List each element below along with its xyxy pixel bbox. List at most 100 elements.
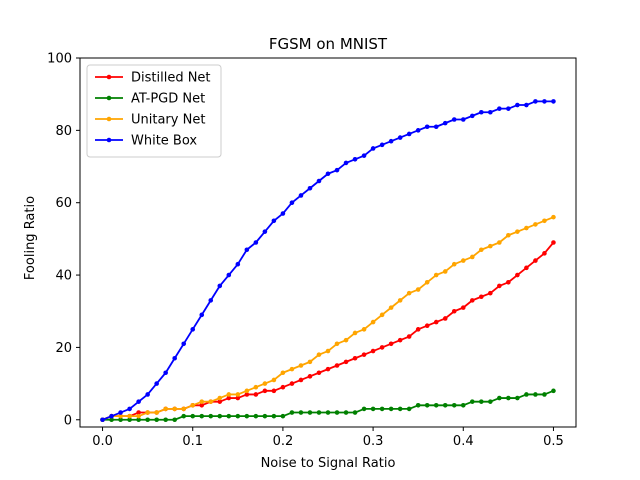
data-point (109, 413, 114, 419)
data-point (145, 392, 150, 397)
data-point (316, 178, 322, 184)
data-point (515, 229, 520, 234)
data-point (424, 279, 430, 285)
data-point (424, 124, 430, 130)
data-point (524, 225, 529, 231)
data-point (199, 312, 205, 318)
data-point (244, 388, 250, 394)
data-point (497, 240, 502, 245)
data-point (506, 279, 511, 285)
data-point (118, 410, 123, 415)
data-point (433, 402, 439, 408)
x-axis-label: Noise to Signal Ratio (261, 456, 396, 471)
data-point (551, 99, 556, 104)
data-point (163, 370, 168, 376)
data-point (235, 413, 241, 419)
data-point (451, 308, 457, 314)
legend: Distilled Net AT-PGD Net Unitary Net White … (86, 64, 222, 158)
legend-marker (106, 95, 112, 101)
legend-item: Distilled Net (95, 71, 211, 86)
y-axis-label: Fooling Ratio (23, 196, 38, 280)
axes: 0.0 0.1 0.2 0.3 0.4 0.5 0 20 40 60 80 100 (47, 52, 577, 449)
data-point (235, 261, 241, 267)
data-point (226, 395, 232, 401)
data-point (217, 283, 223, 289)
data-point (551, 214, 556, 220)
data-point (533, 392, 538, 397)
data-point (388, 341, 394, 347)
data-point (343, 359, 349, 365)
data-point (217, 395, 223, 401)
data-point (190, 327, 196, 332)
data-point (406, 290, 412, 296)
y-tick-label: 40 (55, 269, 72, 284)
data-point (361, 352, 367, 357)
data-point (172, 406, 177, 412)
data-point (406, 131, 412, 137)
data-point (208, 298, 214, 303)
data-point (469, 113, 475, 119)
data-point (488, 290, 493, 296)
data-point (316, 410, 322, 415)
data-point (415, 128, 421, 133)
data-point (469, 399, 475, 404)
data-point (109, 417, 114, 423)
data-point (334, 341, 340, 347)
data-point (127, 417, 132, 423)
data-point (433, 272, 439, 278)
data-point (524, 265, 529, 271)
data-point (343, 410, 349, 415)
data-point (163, 417, 168, 423)
data-point (388, 138, 394, 144)
data-point (307, 374, 313, 379)
legend-marker (106, 137, 112, 143)
data-point (379, 406, 385, 412)
data-point (451, 402, 457, 408)
data-point (226, 392, 232, 397)
data-point (262, 413, 268, 419)
data-point (136, 417, 141, 423)
legend-item: AT-PGD Net (95, 92, 205, 107)
data-point (280, 211, 286, 216)
data-point (280, 370, 286, 376)
data-point (271, 388, 277, 394)
data-point (397, 135, 403, 140)
data-point (100, 417, 105, 423)
data-point (253, 392, 259, 397)
data-point (190, 413, 196, 419)
data-point (379, 345, 385, 350)
data-point (181, 341, 187, 347)
data-point (542, 218, 547, 224)
legend-label: Distilled Net (131, 71, 211, 86)
data-point (497, 283, 502, 289)
data-point (343, 160, 349, 166)
data-point (217, 413, 223, 419)
data-point (506, 232, 511, 238)
data-point (226, 272, 232, 278)
data-point (298, 193, 304, 198)
legend-item: White Box (95, 134, 197, 149)
data-point (352, 355, 358, 361)
data-point (542, 392, 547, 397)
data-point (235, 392, 241, 397)
data-point (388, 406, 394, 412)
data-point (325, 366, 331, 372)
legend-box (86, 64, 222, 158)
data-point (451, 117, 457, 122)
data-point (542, 251, 547, 256)
data-point (253, 384, 259, 390)
data-point (136, 410, 141, 415)
data-point (515, 102, 520, 108)
data-point (253, 413, 259, 419)
data-point (154, 417, 159, 423)
legend-item: Unitary Net (95, 113, 205, 128)
x-tick-label: 0.3 (363, 434, 384, 449)
data-point (397, 298, 403, 303)
data-point (551, 240, 556, 245)
data-point (190, 402, 196, 408)
data-point (181, 413, 187, 419)
data-point (370, 146, 376, 151)
data-point (488, 399, 493, 404)
data-point (307, 359, 313, 365)
